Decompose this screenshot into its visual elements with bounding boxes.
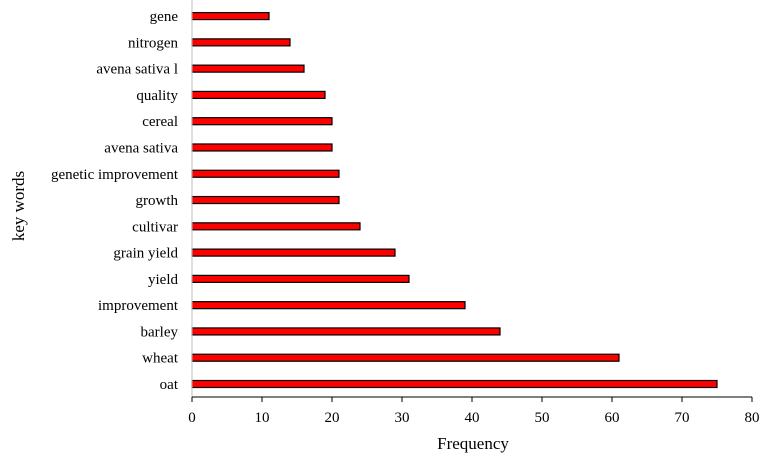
category-label-cereal: cereal [142, 114, 178, 130]
bar-improvement [191, 301, 466, 310]
bar-quality [191, 90, 326, 100]
bar-yield [191, 274, 410, 283]
category-label-genetic-improvement: genetic improvement [51, 167, 179, 183]
bar-cultivar [191, 222, 361, 231]
x-tick-label-70: 70 [675, 410, 690, 426]
bar-barley [191, 327, 501, 336]
category-label-barley: barley [141, 324, 179, 340]
category-label-growth: growth [136, 193, 179, 209]
bar-genetic-improvement [191, 169, 340, 178]
category-label-cultivar: cultivar [132, 219, 178, 235]
labels-layer: 0 10 20 30 40 50 60 70 80 oat wheat barley improveme… [51, 9, 760, 426]
x-tick-label-30: 30 [395, 410, 410, 426]
bar-avena-sativa [191, 143, 333, 152]
x-tick-label-50: 50 [535, 410, 550, 426]
bar-growth [191, 195, 340, 205]
x-tick-label-40: 40 [465, 410, 480, 426]
bar-gene [191, 11, 270, 21]
category-label-improvement: improvement [98, 298, 179, 314]
category-label-yield: yield [148, 272, 178, 288]
x-tick-label-0: 0 [188, 410, 196, 426]
bar-oat [191, 379, 718, 389]
category-label-grain-yield: grain yield [113, 246, 178, 262]
bar-avena-sativa-l [191, 64, 305, 73]
category-label-gene: gene [150, 9, 179, 25]
x-tick-label-20: 20 [325, 410, 340, 426]
x-tick-label-60: 60 [605, 410, 620, 426]
bar-wheat [191, 353, 620, 362]
x-tick-label-10: 10 [255, 410, 270, 426]
bar-nitrogen [191, 38, 291, 47]
category-label-oat: oat [160, 377, 179, 393]
bar-cereal [191, 117, 333, 126]
x-tick-label-80: 80 [745, 410, 760, 426]
category-label-avena-sativa: avena sativa [104, 140, 178, 156]
bar-grain-yield [191, 248, 396, 257]
y-axis-title: key words [9, 171, 28, 241]
category-label-nitrogen: nitrogen [128, 35, 178, 51]
x-axis-title: Frequency [437, 434, 509, 453]
bars-layer [191, 11, 718, 389]
category-label-quality: quality [136, 88, 178, 104]
category-label-wheat: wheat [142, 351, 179, 367]
axes-layer [191, 0, 753, 402]
category-label-avena-sativa-l: avena sativa l [96, 62, 178, 78]
